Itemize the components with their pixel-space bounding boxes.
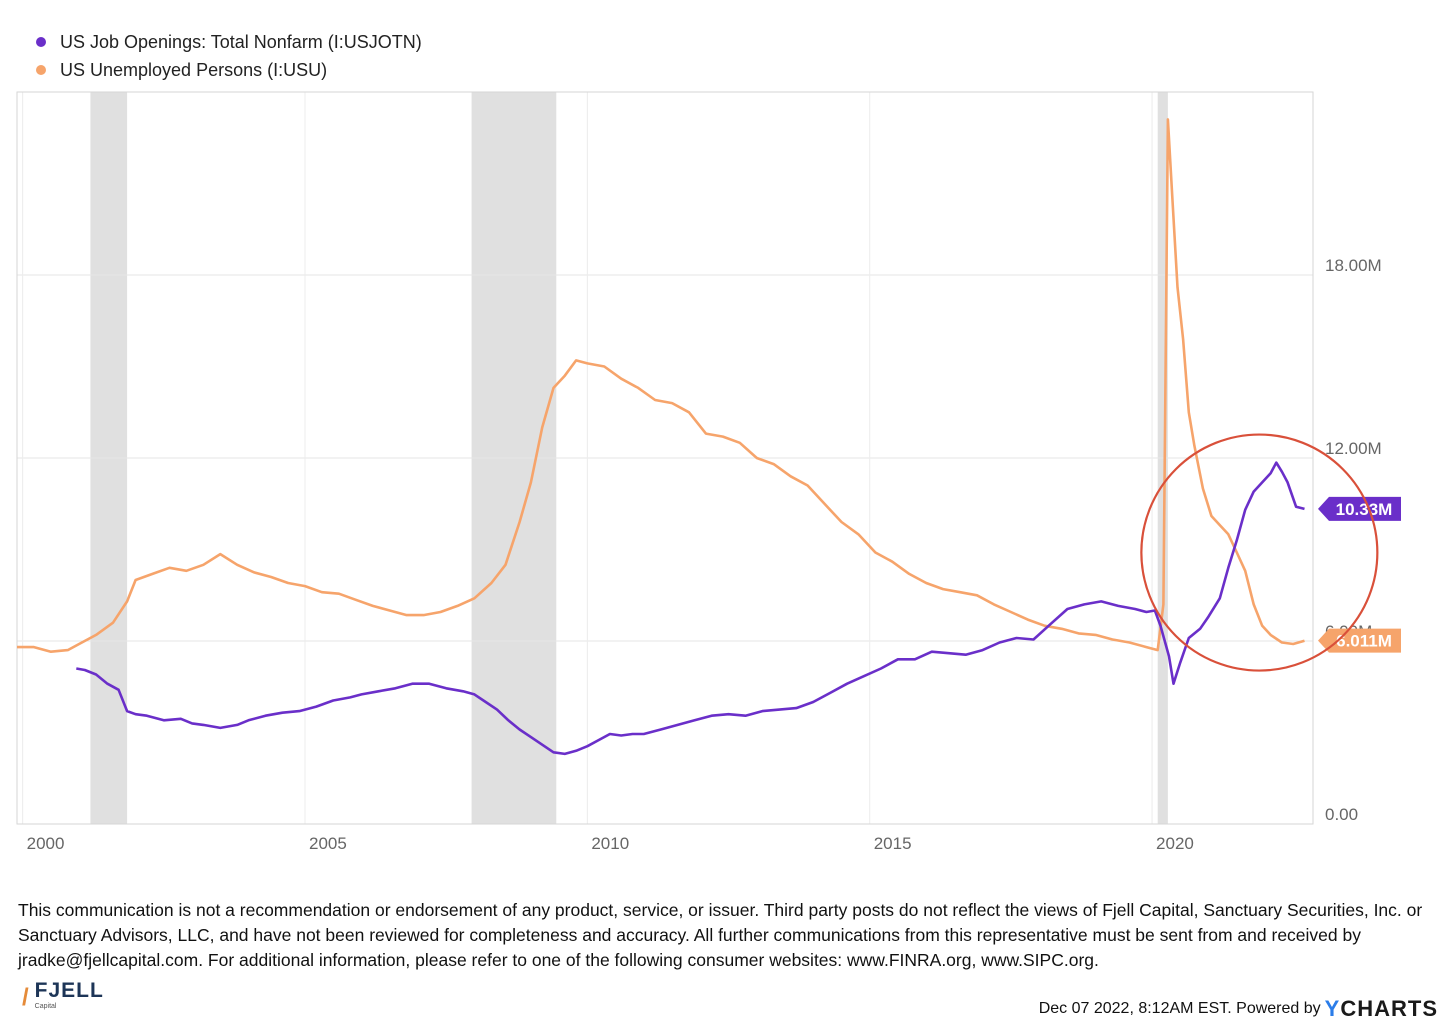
plot-frame — [16, 91, 1314, 825]
footer-timestamp: Dec 07 2022, 8:12AM EST. Powered by — [1038, 1000, 1321, 1017]
series-line-1 — [17, 118, 1305, 653]
x-tick-label-3: 2015 — [874, 834, 912, 853]
series-line-0 — [76, 461, 1305, 756]
legend-label-unemployed: US Unemployed Persons (I:USU) — [60, 59, 328, 80]
ycharts-logo-rest: CHARTS — [1340, 996, 1438, 1021]
highlight-circle — [1140, 433, 1379, 672]
disclaimer-text: This communication is not a recommendati… — [18, 900, 1423, 970]
x-tick-label-4: 2020 — [1156, 834, 1194, 853]
x-tick-label-1: 2005 — [309, 834, 347, 853]
end-label-box-0 — [1318, 496, 1401, 521]
legend-item-job-openings[interactable]: US Job Openings: Total Nonfarm (I:USJOTN… — [36, 28, 422, 56]
end-label-0: 10.33M — [1336, 500, 1393, 519]
x-tick-label-0: 2000 — [27, 834, 65, 853]
end-label-box-1 — [1318, 628, 1401, 653]
legend-item-unemployed[interactable]: US Unemployed Persons (I:USU) — [36, 56, 422, 84]
chart: 0.006.00M12.00M18.00M2000200520102015202… — [16, 91, 1401, 853]
fjell-logo-name: FJELL — [34, 979, 104, 1002]
y-tick-label-3: 18.00M — [1325, 256, 1382, 275]
end-label-1: 6.011M — [1336, 632, 1392, 651]
ycharts-logo-y: Y — [1324, 996, 1341, 1021]
ycharts-logo[interactable]: YCHARTS — [1325, 996, 1438, 1022]
legend: US Job Openings: Total Nonfarm (I:USJOTN… — [36, 28, 422, 84]
y-tick-label-0: 0.00 — [1325, 805, 1358, 824]
legend-dot-unemployed — [36, 65, 46, 75]
x-tick-label-2: 2010 — [591, 834, 629, 853]
legend-label-job-openings: US Job Openings: Total Nonfarm (I:USJOTN… — [60, 31, 422, 52]
y-tick-label-2: 12.00M — [1325, 439, 1382, 458]
legend-dot-job-openings — [36, 37, 46, 47]
footer: Dec 07 2022, 8:12AM EST. Powered by YCHA… — [1039, 996, 1438, 1022]
fjell-logo-mark: / — [22, 984, 29, 1011]
fjell-logo-sub: Capital — [34, 1003, 57, 1010]
fjell-logo: / FJELL Capital — [22, 980, 104, 1011]
